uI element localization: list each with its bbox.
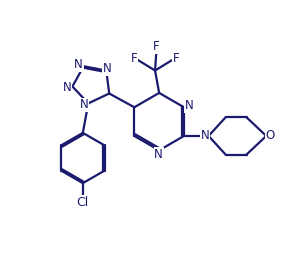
Text: N: N: [74, 59, 83, 71]
Text: N: N: [80, 98, 88, 111]
Text: N: N: [201, 129, 210, 142]
Text: N: N: [103, 62, 112, 75]
Text: N: N: [63, 81, 71, 94]
Text: O: O: [266, 129, 275, 142]
Text: F: F: [153, 40, 160, 53]
Text: Cl: Cl: [77, 196, 89, 209]
Text: N: N: [154, 148, 163, 161]
Text: N: N: [184, 99, 193, 112]
Text: F: F: [173, 52, 179, 65]
Text: F: F: [131, 52, 138, 65]
